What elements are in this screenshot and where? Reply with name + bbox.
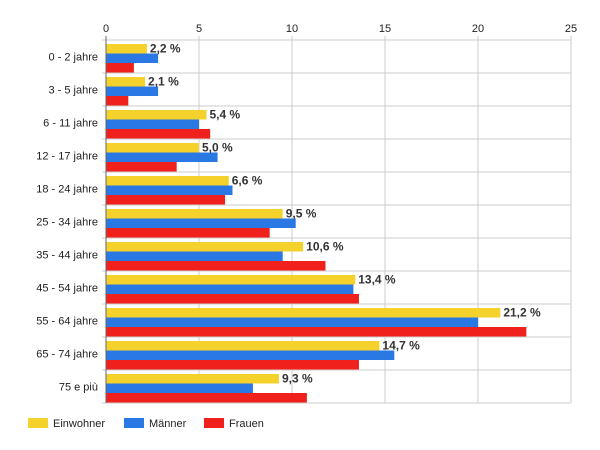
x-tick-label: 20: [472, 23, 484, 35]
bar-einwohner: [106, 209, 283, 219]
x-tick-label: 10: [286, 23, 298, 35]
data-label: 10,6 %: [306, 240, 344, 254]
x-tick-label: 25: [565, 23, 577, 35]
bar-einwohner: [106, 77, 146, 87]
legend-label: Frauen: [229, 418, 264, 430]
legend-swatch: [28, 418, 48, 428]
bar-frauen: [106, 294, 359, 304]
bar-einwohner: [106, 143, 199, 153]
bar-frauen: [106, 261, 326, 271]
x-tick-label: 5: [196, 23, 202, 35]
bar-m-nner: [106, 53, 159, 63]
bar-m-nner: [106, 218, 296, 228]
category-label: 18 - 24 jahre: [36, 184, 98, 196]
bar-einwohner: [106, 308, 501, 318]
data-label: 6,6 %: [232, 174, 263, 188]
bar-m-nner: [106, 383, 253, 393]
bar-frauen: [106, 393, 307, 403]
data-label: 21,2 %: [503, 306, 541, 320]
data-label: 2,1 %: [148, 75, 179, 89]
bar-m-nner: [106, 152, 218, 162]
category-label: 55 - 64 jahre: [36, 316, 98, 328]
category-label: 35 - 44 jahre: [36, 250, 98, 262]
legend: Einwohner Männer Frauen: [28, 418, 264, 430]
bar-einwohner: [106, 275, 356, 285]
data-label: 9,3 %: [282, 372, 313, 386]
bar-einwohner: [106, 242, 304, 252]
category-label: 45 - 54 jahre: [36, 283, 98, 295]
legend-swatch: [204, 418, 224, 428]
category-label: 75 e più: [59, 382, 98, 394]
bar-frauen: [106, 162, 177, 172]
category-label: 25 - 34 jahre: [36, 217, 98, 229]
bar-frauen: [106, 96, 129, 106]
data-label: 14,7 %: [382, 339, 420, 353]
bars: [106, 44, 527, 403]
bar-einwohner: [106, 176, 229, 186]
data-label: 5,0 %: [202, 141, 233, 155]
data-label: 5,4 %: [209, 108, 240, 122]
data-labels: 2,2 % 2,1 % 5,4 % 5,0 % 6,6 % 9,5 % 10,6 % 13,4…: [148, 42, 541, 386]
bar-m-nner: [106, 251, 283, 261]
bar-frauen: [106, 63, 134, 73]
category-label: 65 - 74 jahre: [36, 349, 98, 361]
category-label: 6 - 11 jahre: [43, 118, 98, 130]
bar-frauen: [106, 195, 226, 205]
bar-m-nner: [106, 185, 233, 195]
bar-einwohner: [106, 374, 279, 384]
bar-m-nner: [106, 119, 199, 129]
category-label: 0 - 2 jahre: [48, 52, 98, 64]
legend-label: Männer: [149, 418, 187, 430]
data-label: 13,4 %: [358, 273, 396, 287]
category-label: 12 - 17 jahre: [36, 151, 98, 163]
bar-einwohner: [106, 341, 380, 351]
bar-frauen: [106, 360, 359, 370]
axes: 0 5 10 15 20 25 0 - 2 jahre 3 - 5 jahre 6 - 11 j…: [36, 23, 577, 403]
data-label: 9,5 %: [286, 207, 317, 221]
legend-label: Einwohner: [53, 418, 105, 430]
bar-m-nner: [106, 86, 159, 96]
bar-frauen: [106, 228, 270, 238]
data-label: 2,2 %: [150, 42, 181, 56]
grid: [102, 36, 572, 404]
bar-frauen: [106, 129, 211, 139]
bar-frauen: [106, 327, 527, 337]
bar-m-nner: [106, 350, 395, 360]
bar-einwohner: [106, 44, 147, 54]
x-tick-label: 0: [103, 23, 109, 35]
bar-m-nner: [106, 284, 354, 294]
x-tick-label: 15: [379, 23, 391, 35]
category-label: 3 - 5 jahre: [48, 85, 98, 97]
legend-swatch: [124, 418, 144, 428]
bar-m-nner: [106, 317, 478, 327]
bar-einwohner: [106, 110, 207, 120]
